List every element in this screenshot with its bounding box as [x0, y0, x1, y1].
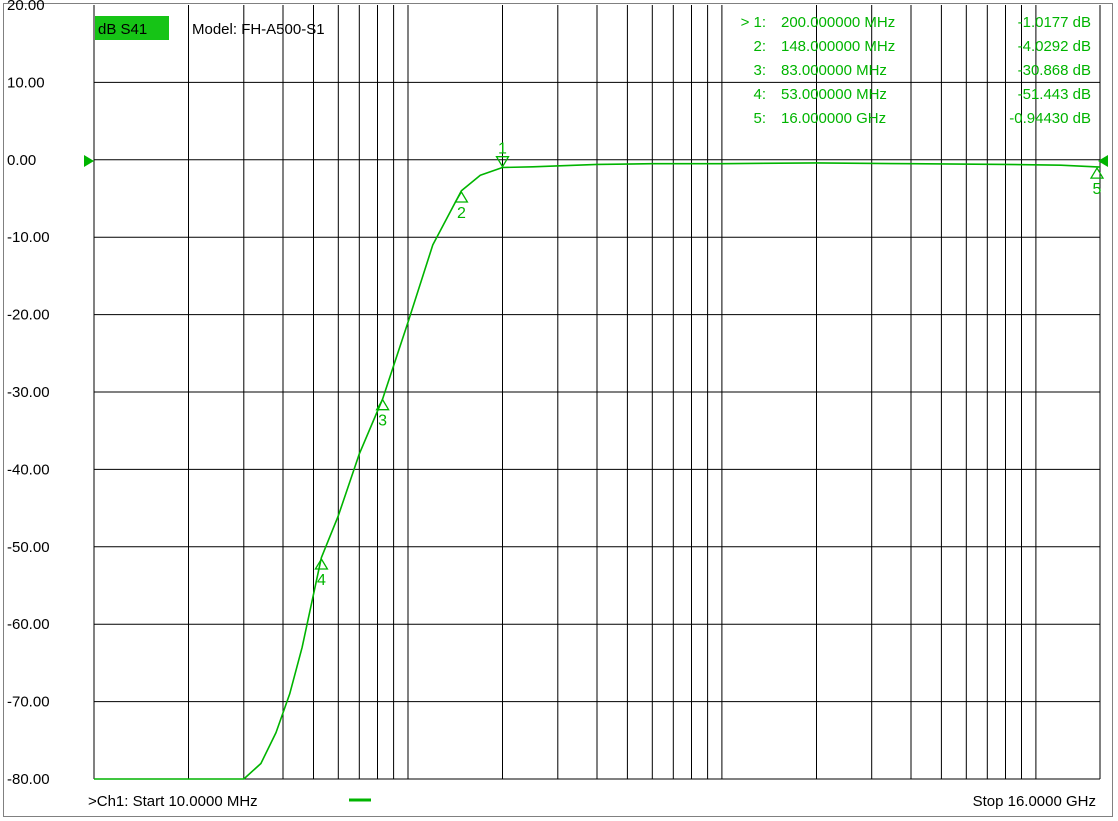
- marker-3-label: 3: [378, 413, 387, 430]
- y-tick-label: -10.00: [7, 229, 50, 246]
- model-label: Model: FH-A500-S1: [192, 21, 325, 38]
- marker-2-id: 2:: [753, 38, 766, 55]
- trace-layer: [94, 162, 1101, 780]
- marker-4-id: 4:: [753, 86, 766, 103]
- chart-grid: [93, 5, 1101, 780]
- marker-5-label: 5: [1093, 181, 1102, 198]
- marker-1-freq: 200.000000 MHz: [781, 14, 895, 31]
- y-tick-label: 20.00: [7, 0, 45, 14]
- marker-1-triangle-icon[interactable]: [495, 156, 510, 168]
- y-tick-label: -60.00: [7, 616, 50, 633]
- reference-arrow-left-icon[interactable]: [84, 155, 94, 167]
- series-line-s41: [94, 162, 1101, 780]
- y-tick-label: -80.00: [7, 771, 50, 788]
- marker-1-id: > 1:: [741, 14, 766, 31]
- y-tick-label: -30.00: [7, 384, 50, 401]
- marker-1-value: -1.0177 dB: [1018, 14, 1091, 31]
- marker-3-triangle-icon[interactable]: [375, 398, 390, 411]
- y-tick-label: 10.00: [7, 74, 45, 91]
- marker-2-label: 2: [457, 205, 466, 222]
- marker-4-freq: 53.000000 MHz: [781, 86, 887, 103]
- marker-1-label: 1: [498, 141, 507, 158]
- y-tick-label: 0.00: [7, 152, 36, 169]
- y-tick-label: -50.00: [7, 539, 50, 556]
- marker-5-triangle-icon[interactable]: [1089, 166, 1105, 179]
- y-axis-tick-labels: 20.00 10.00 0.00 -10.00 -20.00 -30.00 -40.00 -5…: [7, 0, 50, 788]
- marker-4-value: -51.443 dB: [1018, 86, 1091, 103]
- marker-3-id: 3:: [753, 62, 766, 79]
- marker-2-freq: 148.000000 MHz: [781, 38, 895, 55]
- marker-5-id: 5:: [753, 110, 766, 127]
- stop-frequency-label[interactable]: Stop 16.0000 GHz: [973, 793, 1096, 810]
- marker-layer: 1 2 3 4 5: [314, 141, 1105, 589]
- marker-readout-table: > 1: 200.000000 MHz -1.0177 dB 2: 148.00…: [741, 14, 1091, 127]
- trace-tag-background: [95, 16, 169, 40]
- start-frequency-label[interactable]: >Ch1: Start 10.0000 MHz: [88, 793, 258, 810]
- marker-3-freq: 83.000000 MHz: [781, 62, 887, 79]
- display-frame: [3, 3, 1113, 817]
- marker-3-value: -30.868 dB: [1018, 62, 1091, 79]
- y-tick-label: -40.00: [7, 461, 50, 478]
- marker-4-label: 4: [317, 572, 326, 589]
- marker-2-triangle-icon[interactable]: [454, 190, 469, 203]
- marker-4-triangle-icon[interactable]: [314, 557, 329, 570]
- y-tick-label: -20.00: [7, 307, 50, 324]
- reference-arrow-right-icon[interactable]: [1098, 155, 1108, 167]
- marker-5-value: -0.94430 dB: [1009, 110, 1091, 127]
- marker-5-freq: 16.000000 GHz: [781, 110, 886, 127]
- y-tick-label: -70.00: [7, 694, 50, 711]
- marker-2-value: -4.0292 dB: [1018, 38, 1091, 55]
- trace-tag[interactable]: dB S41: [98, 21, 147, 38]
